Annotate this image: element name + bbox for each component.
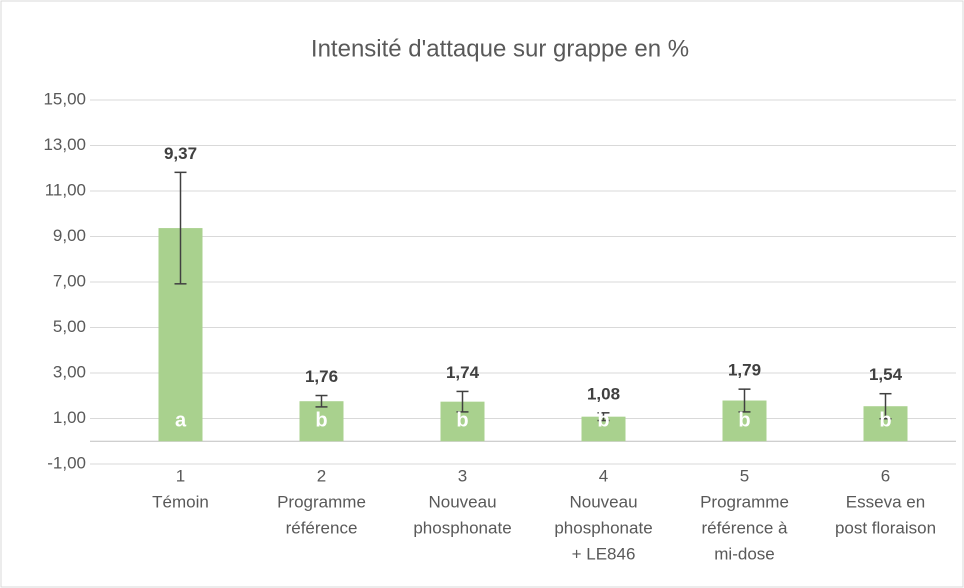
data-label: 1,08	[587, 384, 620, 403]
data-label: 1,74	[446, 363, 480, 382]
x-tick-label: phosphonate	[554, 518, 652, 537]
group-letter: b	[597, 410, 609, 432]
x-tick-label: référence	[286, 518, 358, 537]
y-tick-label: 3,00	[53, 362, 86, 381]
y-tick-label: 7,00	[53, 271, 86, 290]
group-letter: b	[879, 410, 891, 432]
group-letter: a	[175, 410, 187, 432]
x-tick-label: 5	[740, 466, 749, 485]
x-tick-label: 1	[176, 466, 185, 485]
group-letter: b	[315, 410, 327, 432]
bar	[299, 401, 344, 442]
y-tick-label: 1,00	[53, 408, 86, 427]
y-tick-label: 5,00	[53, 317, 86, 336]
y-tick-label: 13,00	[43, 135, 86, 154]
y-tick-label: -1,00	[47, 453, 86, 472]
x-tick-label: phosphonate	[413, 518, 511, 537]
x-tick-label: Témoin	[152, 492, 209, 511]
x-tick-label: mi-dose	[714, 544, 774, 563]
y-tick-label: 9,00	[53, 226, 86, 245]
group-letter: b	[456, 410, 468, 432]
x-tick-label: 6	[881, 466, 890, 485]
data-label: 1,54	[869, 365, 903, 384]
x-tick-label: + LE846	[572, 544, 636, 563]
x-tick-label: post floraison	[835, 518, 936, 537]
group-letter: b	[738, 410, 750, 432]
chart-title: Intensité d'attaque sur grappe en %	[311, 35, 689, 62]
x-tick-label: 3	[458, 466, 467, 485]
x-tick-label: référence à	[702, 518, 789, 537]
x-tick-label: Nouveau	[428, 492, 496, 511]
data-label: 9,37	[164, 144, 197, 163]
data-label: 1,76	[305, 367, 338, 386]
y-tick-label: 15,00	[43, 89, 86, 108]
x-tick-label: Programme	[700, 492, 789, 511]
x-tick-label: 2	[317, 466, 326, 485]
data-label: 1,79	[728, 361, 761, 380]
x-tick-label: Nouveau	[569, 492, 637, 511]
x-tick-label: Esseva en	[846, 492, 925, 511]
y-tick-label: 11,00	[45, 180, 86, 199]
x-tick-label: 4	[599, 466, 608, 485]
x-tick-label: Programme	[277, 492, 366, 511]
